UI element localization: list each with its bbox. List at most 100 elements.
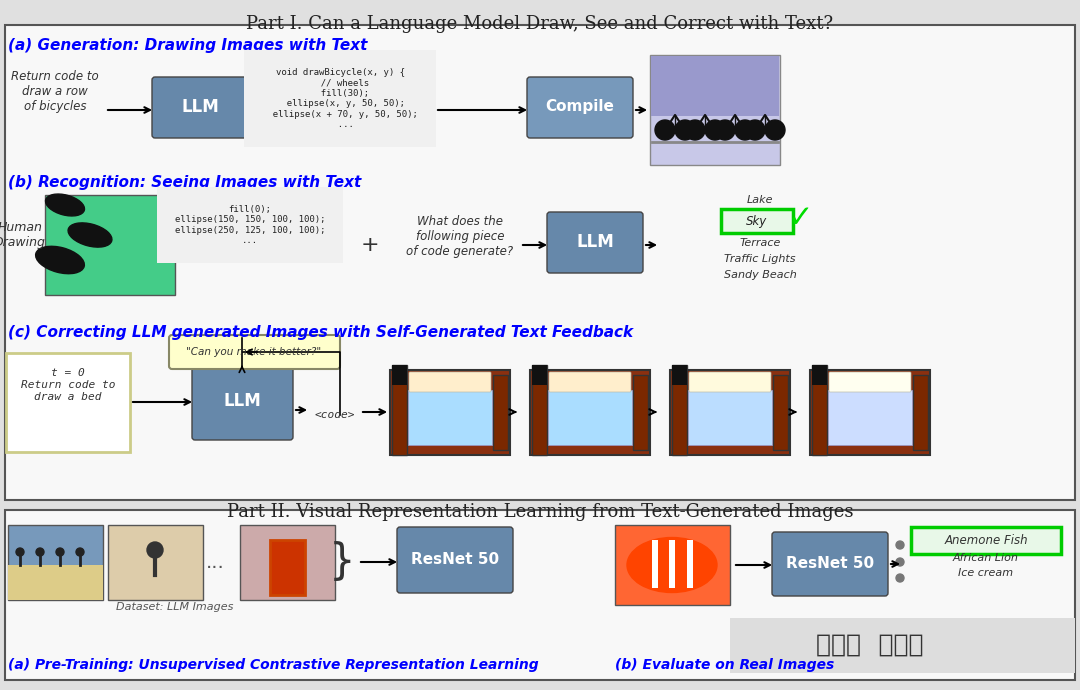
FancyBboxPatch shape [390, 370, 510, 455]
FancyBboxPatch shape [615, 525, 730, 605]
FancyBboxPatch shape [392, 365, 407, 455]
Text: }: } [328, 541, 355, 583]
FancyBboxPatch shape [192, 362, 293, 440]
Text: ...: ... [205, 553, 225, 571]
Text: t = 0
Return code to
draw a bed: t = 0 Return code to draw a bed [21, 368, 116, 402]
FancyBboxPatch shape [672, 365, 687, 455]
FancyBboxPatch shape [812, 365, 827, 385]
FancyBboxPatch shape [912, 527, 1061, 554]
FancyBboxPatch shape [689, 372, 771, 392]
FancyBboxPatch shape [397, 527, 513, 593]
Text: ResNet 50: ResNet 50 [786, 557, 874, 571]
Text: Dataset: LLM Images: Dataset: LLM Images [117, 602, 233, 612]
FancyBboxPatch shape [532, 365, 546, 455]
FancyBboxPatch shape [5, 25, 1075, 500]
FancyBboxPatch shape [650, 55, 780, 165]
FancyBboxPatch shape [240, 525, 335, 600]
FancyBboxPatch shape [651, 56, 779, 116]
Text: Sky: Sky [746, 215, 768, 228]
Ellipse shape [36, 246, 84, 274]
FancyBboxPatch shape [810, 370, 930, 455]
Circle shape [896, 541, 904, 549]
Text: Compile: Compile [545, 99, 615, 115]
FancyBboxPatch shape [8, 565, 103, 600]
Text: Anemone Fish: Anemone Fish [944, 533, 1028, 546]
FancyBboxPatch shape [772, 532, 888, 596]
FancyBboxPatch shape [913, 375, 928, 450]
FancyBboxPatch shape [548, 390, 632, 445]
Text: Human
Drawing: Human Drawing [0, 221, 46, 249]
Text: Sandy Beach: Sandy Beach [724, 270, 796, 280]
FancyBboxPatch shape [152, 77, 248, 138]
Text: Part I. Can a Language Model Draw, See and Correct with Text?: Part I. Can a Language Model Draw, See a… [246, 15, 834, 33]
FancyBboxPatch shape [672, 365, 687, 385]
Circle shape [36, 548, 44, 556]
Text: LLM: LLM [224, 392, 261, 410]
Text: (c) Correcting LLM generated Images with Self-Generated Text Feedback: (c) Correcting LLM generated Images with… [8, 325, 633, 340]
FancyBboxPatch shape [408, 390, 492, 445]
Text: Lake: Lake [746, 195, 773, 205]
FancyBboxPatch shape [812, 365, 827, 455]
Text: (a) Pre-Training: Unsupervised Contrastive Representation Learning: (a) Pre-Training: Unsupervised Contrasti… [8, 658, 539, 672]
FancyBboxPatch shape [633, 375, 648, 450]
Circle shape [654, 120, 675, 140]
Circle shape [745, 120, 765, 140]
Circle shape [896, 558, 904, 566]
Text: African Lion: African Lion [953, 553, 1018, 563]
Text: ResNet 50: ResNet 50 [410, 553, 499, 567]
Ellipse shape [627, 538, 717, 593]
FancyBboxPatch shape [670, 370, 789, 455]
Circle shape [765, 120, 785, 140]
Text: Traffic Lights: Traffic Lights [725, 254, 796, 264]
Circle shape [147, 542, 163, 558]
FancyBboxPatch shape [730, 618, 1075, 673]
FancyBboxPatch shape [392, 365, 407, 385]
FancyBboxPatch shape [527, 77, 633, 138]
FancyBboxPatch shape [6, 353, 130, 452]
Circle shape [715, 120, 735, 140]
Text: (a) Generation: Drawing Images with Text: (a) Generation: Drawing Images with Text [8, 38, 367, 53]
FancyBboxPatch shape [168, 335, 340, 369]
Text: void drawBicycle(x, y) {
  // wheels
  fill(30);
  ellipse(x, y, 50, 50);
  elli: void drawBicycle(x, y) { // wheels fill(… [262, 68, 418, 129]
Circle shape [16, 548, 24, 556]
FancyBboxPatch shape [492, 375, 508, 450]
FancyBboxPatch shape [687, 540, 693, 588]
FancyBboxPatch shape [688, 390, 772, 445]
FancyBboxPatch shape [669, 540, 675, 588]
FancyBboxPatch shape [828, 390, 912, 445]
Text: (b) Evaluate on Real Images: (b) Evaluate on Real Images [615, 658, 834, 672]
Text: What does the
following piece
of code generate?: What does the following piece of code ge… [406, 215, 514, 258]
FancyBboxPatch shape [108, 525, 203, 600]
FancyBboxPatch shape [773, 375, 788, 450]
Text: Ice cream: Ice cream [958, 568, 1013, 578]
FancyBboxPatch shape [829, 372, 912, 392]
FancyBboxPatch shape [549, 372, 631, 392]
Circle shape [896, 574, 904, 582]
Ellipse shape [68, 223, 112, 247]
Circle shape [685, 120, 705, 140]
Circle shape [735, 120, 755, 140]
Ellipse shape [45, 194, 84, 216]
Text: ✓: ✓ [787, 204, 813, 233]
FancyBboxPatch shape [5, 510, 1075, 680]
Text: Part II. Visual Representation Learning from Text-Generated Images: Part II. Visual Representation Learning … [227, 503, 853, 521]
Circle shape [56, 548, 64, 556]
Circle shape [675, 120, 696, 140]
Text: fill(0);
ellipse(150, 150, 100, 100);
ellipse(250, 125, 100, 100);
...: fill(0); ellipse(150, 150, 100, 100); el… [175, 205, 325, 245]
Text: <code>: <code> [314, 410, 355, 420]
Text: (b) Recognition: Seeing Images with Text: (b) Recognition: Seeing Images with Text [8, 175, 361, 190]
FancyBboxPatch shape [546, 212, 643, 273]
FancyBboxPatch shape [8, 525, 103, 600]
Text: Return code to
draw a row
of bicycles: Return code to draw a row of bicycles [11, 70, 99, 113]
Circle shape [76, 548, 84, 556]
FancyBboxPatch shape [45, 195, 175, 295]
Circle shape [705, 120, 725, 140]
FancyBboxPatch shape [530, 370, 650, 455]
FancyBboxPatch shape [532, 365, 546, 385]
Text: +: + [361, 235, 379, 255]
Text: LLM: LLM [181, 98, 219, 116]
Text: 公众号  新智元: 公众号 新智元 [816, 633, 923, 657]
FancyBboxPatch shape [721, 209, 793, 233]
FancyBboxPatch shape [270, 540, 305, 595]
Text: "Can you make it better?": "Can you make it better?" [187, 347, 322, 357]
